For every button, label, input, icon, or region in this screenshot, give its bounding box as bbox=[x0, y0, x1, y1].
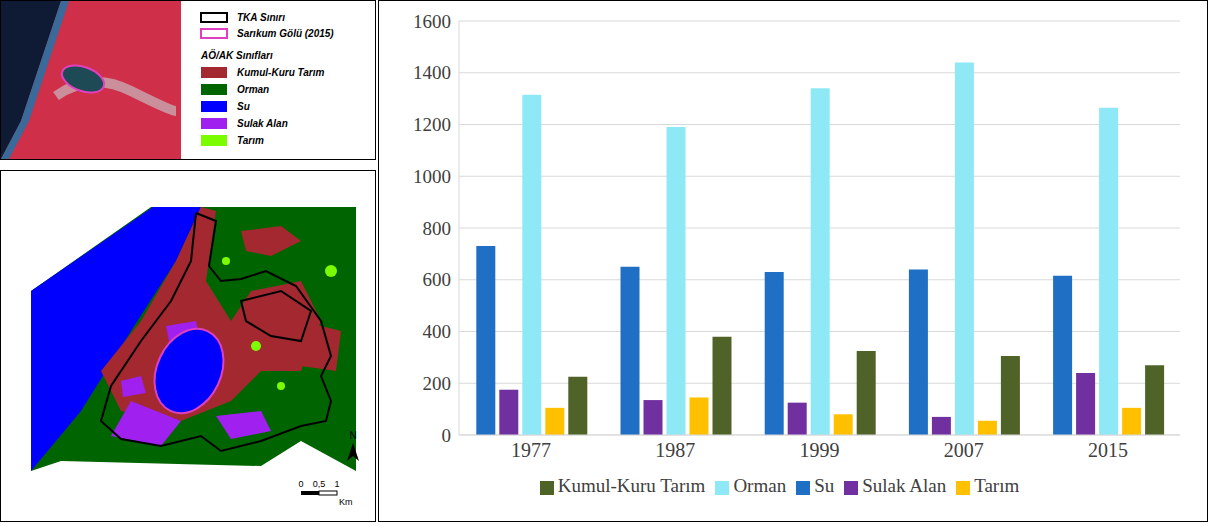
svg-text:2007: 2007 bbox=[944, 439, 984, 461]
svg-text:Km: Km bbox=[339, 497, 353, 507]
svg-text:0,5: 0,5 bbox=[313, 479, 326, 489]
svg-text:1: 1 bbox=[334, 479, 339, 489]
svg-text:1987: 1987 bbox=[655, 439, 695, 461]
svg-text:Orman: Orman bbox=[237, 84, 269, 95]
svg-text:Su: Su bbox=[237, 101, 250, 112]
svg-text:800: 800 bbox=[423, 218, 452, 239]
svg-text:Sulak Alan: Sulak Alan bbox=[237, 118, 288, 129]
svg-text:Kumul-Kuru Tarım: Kumul-Kuru Tarım bbox=[237, 67, 325, 78]
svg-text:AÖ/AK Sınıfları: AÖ/AK Sınıfları bbox=[200, 49, 273, 61]
html-text:Tarım: Tarım bbox=[974, 475, 1020, 496]
svg-text:1000: 1000 bbox=[413, 166, 451, 187]
svg-text:0: 0 bbox=[298, 479, 303, 489]
html-text:Kumul-Kuru Tarım: Kumul-Kuru Tarım bbox=[557, 475, 706, 496]
svg-text:Tarım: Tarım bbox=[237, 135, 264, 146]
svg-text:2015: 2015 bbox=[1088, 439, 1128, 461]
html-text:Orman: Orman bbox=[733, 475, 787, 496]
svg-text:400: 400 bbox=[423, 321, 452, 342]
svg-text:1200: 1200 bbox=[413, 114, 451, 135]
svg-text:Sarıkum Gölü (2015): Sarıkum Gölü (2015) bbox=[237, 28, 334, 39]
svg-text:600: 600 bbox=[423, 269, 452, 290]
svg-text:1977: 1977 bbox=[511, 439, 551, 461]
svg-text:1999: 1999 bbox=[800, 439, 840, 461]
svg-text:TKA Sınırı: TKA Sınırı bbox=[237, 12, 285, 23]
html-text:Su: Su bbox=[814, 475, 835, 496]
html-text:Sulak Alan: Sulak Alan bbox=[862, 475, 947, 496]
svg-text:0: 0 bbox=[442, 425, 452, 446]
svg-text:N: N bbox=[349, 430, 356, 441]
svg-text:200: 200 bbox=[423, 373, 452, 394]
svg-text:1600: 1600 bbox=[413, 11, 451, 32]
svg-text:1400: 1400 bbox=[413, 62, 451, 83]
